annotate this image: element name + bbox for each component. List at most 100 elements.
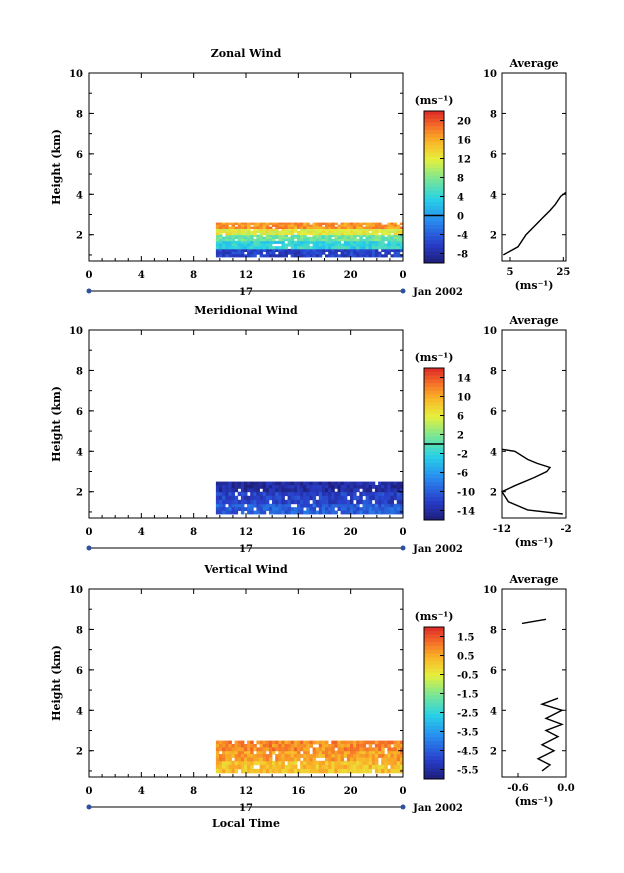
- y-tick-label: 4: [76, 190, 83, 201]
- heatmap-cell: [265, 768, 270, 774]
- heatmap-cell: [278, 248, 282, 252]
- heatmap-cell: [244, 760, 248, 766]
- heatmap-cell: [368, 238, 373, 242]
- heatmap-cell: [371, 754, 376, 758]
- heatmap-cell: [340, 226, 345, 229]
- heatmap-cell: [350, 246, 354, 250]
- heatmap-cell: [215, 495, 220, 501]
- heatmap-cell: [290, 757, 295, 762]
- heatmap-cell: [262, 507, 267, 511]
- heatmap-cell: [293, 240, 298, 244]
- heatmap-cell: [228, 254, 232, 258]
- heatmap-cell: [272, 485, 276, 489]
- heatmap-cell: [374, 491, 379, 497]
- heatmap-cell: [262, 488, 267, 493]
- heatmap-cell: [225, 238, 229, 242]
- heatmap-cell: [256, 481, 260, 486]
- colorbar-tick-label: 0.5: [457, 652, 474, 663]
- heatmap-cell: [290, 760, 295, 766]
- heatmap-cell: [247, 230, 251, 234]
- heatmap-cell: [244, 248, 248, 252]
- heatmap-cell: [399, 507, 404, 511]
- heatmap-cell: [350, 754, 354, 758]
- heatmap-cell: [387, 238, 391, 242]
- x-tick-label: 8: [190, 270, 197, 281]
- heatmap-cell: [321, 768, 326, 774]
- heatmap-cell: [240, 222, 245, 225]
- colorbar-swatch: [424, 394, 444, 399]
- heatmap-cell: [399, 754, 404, 758]
- heatmap-cell: [272, 507, 276, 511]
- colorbar-swatch: [424, 512, 444, 517]
- heatmap-cell: [281, 764, 285, 770]
- heatmap-cell: [353, 222, 357, 225]
- heatmap-cell: [340, 750, 345, 755]
- heatmap-cell: [374, 222, 379, 225]
- heatmap-cell: [225, 499, 229, 505]
- heatmap-cell: [250, 764, 254, 770]
- heatmap-cell: [359, 764, 363, 770]
- heatmap-cell: [362, 246, 366, 250]
- heatmap-cell: [315, 488, 320, 493]
- heatmap-cell: [222, 507, 226, 511]
- heatmap-cell: [240, 764, 245, 770]
- heatmap-cell: [287, 226, 292, 229]
- heatmap-cell: [244, 485, 248, 489]
- colorbar-unit: (ms⁻¹): [415, 351, 454, 364]
- heatmap-cell: [259, 246, 264, 250]
- heatmap-cell: [399, 485, 404, 489]
- heatmap-cell: [328, 251, 332, 255]
- heatmap-cell: [331, 226, 335, 229]
- heatmap-cell: [390, 224, 394, 227]
- heatmap-cell: [215, 481, 220, 486]
- heatmap-cell: [219, 243, 223, 247]
- heatmap-cell: [293, 234, 298, 238]
- heatmap-cell: [340, 224, 345, 227]
- heatmap-cell: [318, 248, 323, 252]
- colorbar-swatch: [424, 744, 444, 750]
- heatmap-cell: [350, 510, 354, 515]
- colorbar-swatch: [424, 232, 444, 237]
- heatmap-cell: [374, 764, 379, 770]
- heatmap-cell: [343, 226, 348, 229]
- heatmap-cell: [393, 243, 398, 247]
- average-y-tick-label: 8: [490, 625, 497, 636]
- heatmap-cell: [387, 232, 391, 236]
- heatmap-cell: [315, 760, 320, 766]
- heatmap-cell: [359, 744, 363, 748]
- heatmap-cell: [337, 747, 341, 752]
- heatmap-cell: [381, 240, 385, 244]
- heatmap-cell: [346, 503, 351, 508]
- heatmap-cell: [340, 251, 345, 255]
- heatmap-cell: [365, 481, 370, 486]
- heatmap-cell: [240, 488, 245, 493]
- heatmap-cell: [234, 507, 239, 511]
- heatmap-cell: [265, 757, 270, 762]
- heatmap-cell: [228, 243, 232, 247]
- heatmap-cell: [381, 485, 385, 489]
- heatmap-cell: [306, 232, 310, 236]
- heatmap-cell: [378, 750, 382, 755]
- date-label: Jan 2002: [412, 803, 463, 814]
- heatmap-cell: [293, 740, 298, 745]
- heatmap-cell: [222, 246, 226, 250]
- heatmap-cell: [350, 760, 354, 766]
- heatmap-cell: [309, 754, 313, 758]
- heatmap-cell: [318, 240, 323, 244]
- heatmap-cell: [253, 754, 257, 758]
- heatmap-cell: [256, 234, 260, 238]
- colorbar-swatch: [424, 156, 444, 161]
- heatmap-cell: [315, 491, 320, 497]
- heatmap-cell: [343, 740, 348, 745]
- heatmap-cell: [393, 226, 398, 229]
- colorbar-tick-label: -2.5: [457, 709, 479, 720]
- heatmap-cell: [381, 760, 385, 766]
- heatmap-cell: [272, 499, 276, 505]
- heatmap-cell: [399, 240, 404, 244]
- heatmap-cell: [237, 230, 242, 234]
- heatmap-cell: [290, 236, 295, 240]
- colorbar-swatch: [424, 504, 444, 510]
- heatmap-cell: [250, 222, 254, 225]
- heatmap-cell: [215, 507, 220, 511]
- heatmap-cell: [293, 491, 298, 497]
